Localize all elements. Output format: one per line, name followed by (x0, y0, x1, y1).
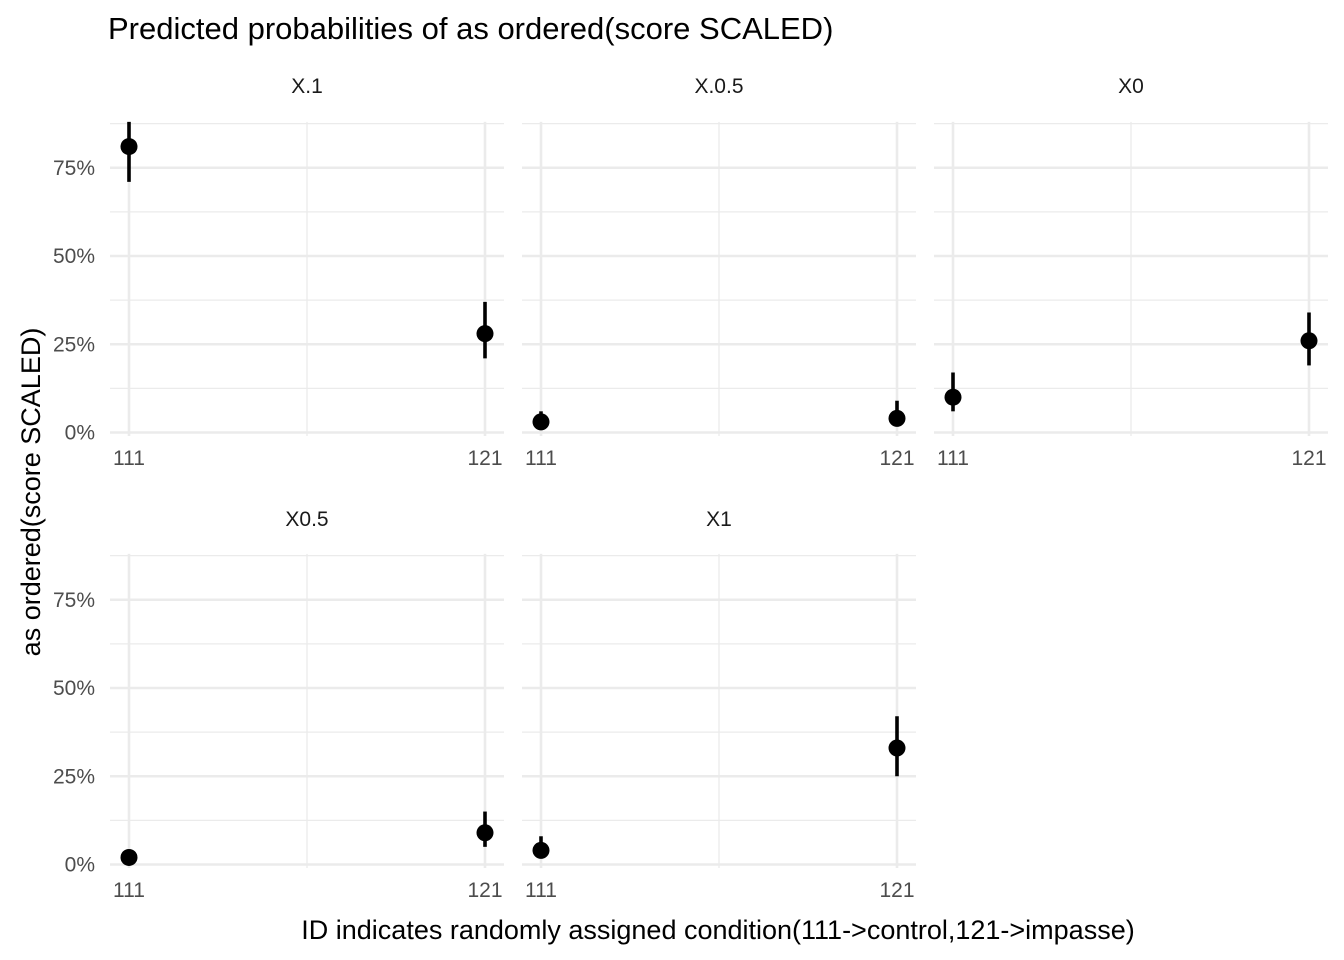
facet-panel: X.1 111 121 0% 25% 50% 75% (53, 75, 504, 470)
facet-strip-label: X.1 (291, 75, 323, 98)
facet-strip-label: X1 (706, 508, 732, 531)
x-tick-label: 111 (525, 447, 557, 470)
facet-strip-label: X0 (1118, 75, 1144, 98)
facet-panel: X0.5 111 121 0% 25% 50% 75% (53, 508, 504, 902)
x-tick-label: 111 (525, 879, 557, 902)
facet-panel: X0 111 121 (934, 75, 1328, 470)
y-tick-label: 0% (65, 854, 95, 877)
data-point (532, 841, 550, 859)
y-tick-label: 25% (53, 333, 95, 356)
facet-strip-label: X0.5 (285, 508, 328, 531)
data-point (1300, 332, 1318, 350)
y-axis-title: as ordered(score SCALED) (16, 328, 46, 657)
x-tick-label: 121 (879, 879, 914, 902)
data-point (120, 138, 138, 156)
data-point (476, 325, 494, 343)
x-tick-label: 121 (467, 879, 502, 902)
data-point (476, 824, 494, 842)
x-axis-title: ID indicates randomly assigned condition… (301, 915, 1134, 945)
y-tick-label: 50% (53, 677, 95, 700)
y-tick-label: 50% (53, 245, 95, 268)
facet-panel: X1 111 121 (522, 508, 916, 902)
y-tick-label: 75% (53, 589, 95, 612)
y-tick-label: 25% (53, 765, 95, 788)
facet-strip-label: X.0.5 (694, 75, 743, 98)
x-tick-label: 111 (113, 879, 145, 902)
x-tick-label: 121 (467, 447, 502, 470)
x-tick-label: 121 (1291, 447, 1326, 470)
data-point (888, 739, 906, 757)
y-tick-label: 75% (53, 157, 95, 180)
facet-panel: X.0.5 111 121 (522, 75, 916, 470)
data-point (532, 413, 550, 431)
data-point (120, 848, 138, 866)
y-tick-label: 0% (65, 422, 95, 445)
data-point (944, 388, 962, 406)
x-tick-label: 121 (879, 447, 914, 470)
data-point (888, 409, 906, 427)
x-tick-label: 111 (937, 447, 969, 470)
chart-title: Predicted probabilities of as ordered(sc… (108, 11, 833, 46)
x-tick-label: 111 (113, 447, 145, 470)
